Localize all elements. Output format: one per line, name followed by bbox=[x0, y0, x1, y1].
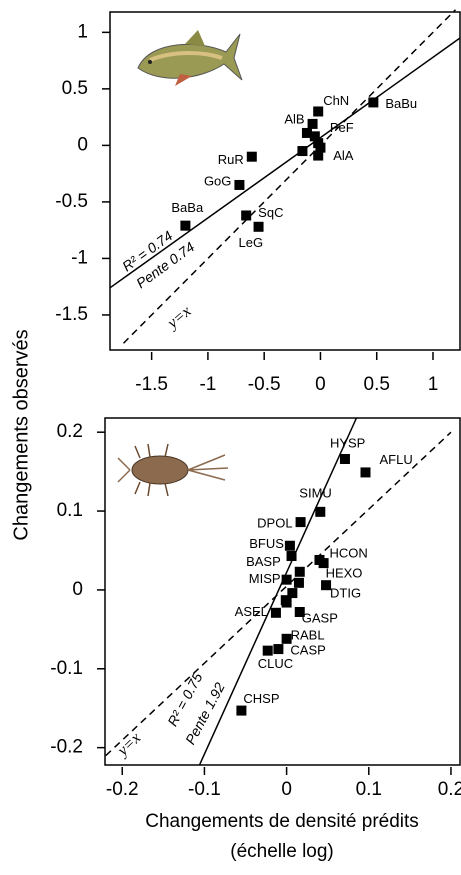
y-tick-label: 0.5 bbox=[62, 78, 88, 99]
point bbox=[236, 706, 246, 716]
y-tick-label: -0.2 bbox=[50, 737, 83, 758]
point bbox=[308, 119, 318, 129]
x-tick-label: 1 bbox=[428, 374, 439, 395]
point-label: MISP bbox=[249, 571, 281, 586]
y-tick-label: 1 bbox=[77, 21, 88, 42]
point bbox=[368, 97, 378, 107]
point-label: CLUC bbox=[258, 656, 293, 671]
x-tick-label: -0.5 bbox=[248, 374, 281, 395]
point bbox=[294, 578, 304, 588]
point-label: LeG bbox=[239, 235, 264, 250]
x-tick-label: -1.5 bbox=[135, 374, 168, 395]
point-label: AFLU bbox=[379, 452, 412, 467]
point-label: BaBu bbox=[385, 96, 417, 111]
x-axis-title: Changements de densité prédits bbox=[145, 811, 419, 832]
x-tick-label: 0.1 bbox=[356, 779, 382, 800]
point-label: CASP bbox=[290, 643, 325, 658]
point-label: SIMU bbox=[299, 485, 332, 500]
point bbox=[263, 646, 273, 656]
y-tick-label: 0 bbox=[77, 134, 88, 155]
y-tick-label: -0.5 bbox=[55, 191, 88, 212]
point-label: RuR bbox=[218, 152, 244, 167]
y-tick-label: 0.2 bbox=[57, 421, 83, 442]
point bbox=[315, 507, 325, 517]
y-tick-label: 0 bbox=[72, 579, 83, 600]
y-axis-title: Changements observés bbox=[10, 329, 32, 540]
x-axis-title: (échelle log) bbox=[230, 841, 334, 862]
point-label: GASP bbox=[302, 610, 338, 625]
point-label: HCON bbox=[329, 545, 367, 560]
x-tick-label: 0 bbox=[315, 374, 326, 395]
point-label: AlB bbox=[284, 111, 304, 126]
point-label: HYSP bbox=[330, 435, 365, 450]
x-tick-label: -0.1 bbox=[188, 779, 221, 800]
point bbox=[234, 180, 244, 190]
point-label: HEXO bbox=[326, 566, 363, 581]
point bbox=[180, 221, 190, 231]
point bbox=[271, 608, 281, 618]
point bbox=[247, 152, 257, 162]
point-label: AlA bbox=[333, 148, 354, 163]
point bbox=[254, 222, 264, 232]
point-label: PeF bbox=[330, 120, 354, 135]
point-label: SqC bbox=[258, 205, 283, 220]
x-tick-label: -0.2 bbox=[106, 779, 139, 800]
point-label: RABL bbox=[291, 627, 325, 642]
point bbox=[295, 567, 305, 577]
point-label: CHSP bbox=[243, 691, 279, 706]
y-tick-label: -0.1 bbox=[50, 658, 83, 679]
annotation: y=x bbox=[113, 730, 144, 761]
crayfish-icon bbox=[118, 444, 228, 496]
point bbox=[313, 151, 323, 161]
point bbox=[287, 551, 297, 561]
point-label: DTIG bbox=[330, 586, 361, 601]
point bbox=[360, 467, 370, 477]
point bbox=[313, 106, 323, 116]
y-tick-label: -1.5 bbox=[55, 304, 88, 325]
point-label: BaBa bbox=[171, 200, 204, 215]
point bbox=[282, 598, 292, 608]
point bbox=[285, 541, 295, 551]
point bbox=[297, 146, 307, 156]
point bbox=[296, 517, 306, 527]
point bbox=[273, 644, 283, 654]
x-tick-label: 0 bbox=[281, 779, 292, 800]
point bbox=[241, 210, 251, 220]
point bbox=[282, 575, 292, 585]
point-label: DPOL bbox=[257, 516, 292, 531]
point-label: BASP bbox=[246, 554, 281, 569]
point-label: ChN bbox=[323, 93, 349, 108]
chart: Changements observés Changements de dens… bbox=[0, 0, 461, 870]
point-label: BFUS bbox=[249, 536, 284, 551]
point-label: ASEL bbox=[235, 604, 268, 619]
x-tick-label: 0.2 bbox=[438, 779, 461, 800]
x-tick-label: 0.5 bbox=[364, 374, 390, 395]
fish-icon bbox=[138, 30, 242, 86]
y-tick-label: -1 bbox=[71, 247, 88, 268]
annotation: y=x bbox=[163, 303, 195, 333]
point-label: GoG bbox=[204, 173, 231, 188]
x-tick-label: -1 bbox=[199, 374, 216, 395]
point bbox=[340, 454, 350, 464]
y-tick-label: 0.1 bbox=[57, 500, 83, 521]
